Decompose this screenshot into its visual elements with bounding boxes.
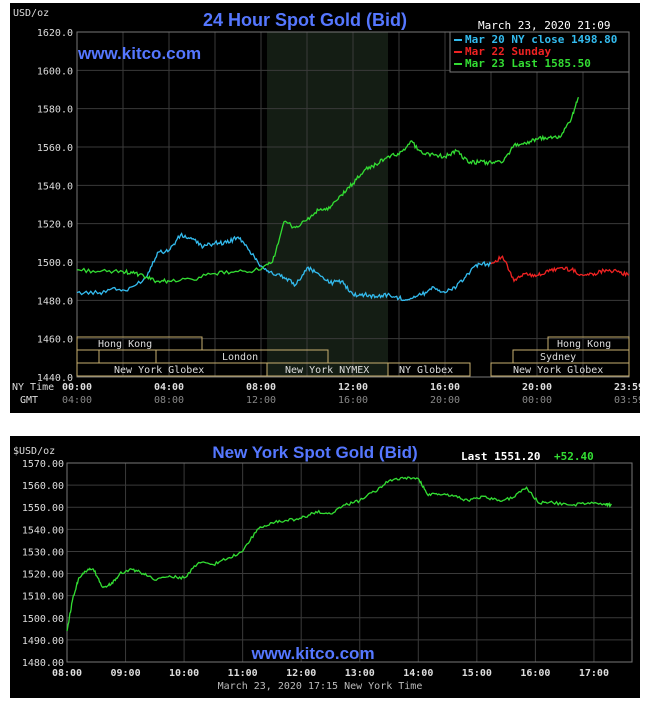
watermark: www.kitco.com [250, 644, 374, 663]
y-tick-label: 1550.00 [22, 503, 64, 514]
y-tick-label: 1440.0 [37, 373, 73, 384]
y-tick-label: 1620.0 [37, 28, 73, 39]
session-label-london: London [222, 352, 258, 363]
x-tick-label-gmt: 04:00 [62, 395, 92, 406]
x-tick-label: 11:00 [228, 668, 258, 679]
x-tick-label-ny: 16:00 [430, 382, 460, 393]
y-tick-label: 1540.0 [37, 181, 73, 192]
session-ny-globex-2-box [387, 362, 471, 377]
x-tick-label-ny: 08:00 [246, 382, 276, 393]
date-label: March 23, 2020 21:09 [478, 19, 610, 32]
y-tick-label: 1480.00 [22, 658, 64, 669]
y-tick-label: 1600.0 [37, 66, 73, 77]
legend-box [449, 31, 630, 73]
x-tick-label: 09:00 [110, 668, 140, 679]
y-tick-label: 1520.0 [37, 220, 73, 231]
legend-entry-0: Mar 20 NY close 1498.80 [465, 33, 617, 46]
chart-ny-svg: 1570.00 1560.00 1550.00 1540.00 1530.00 1520.… [13, 443, 633, 692]
y-tick-label: 1480.0 [37, 296, 73, 307]
x-tick-label-gmt: 20:00 [430, 395, 460, 406]
footer-label: March 23, 2020 17:15 New York Time [218, 681, 423, 692]
session-label-ny-globex: New York Globex [114, 365, 204, 376]
session-shading [267, 32, 388, 377]
chart-ny-gold: 1570.00 1560.00 1550.00 1540.00 1530.00 1520.… [10, 436, 640, 698]
y-tick-label: 1560.0 [37, 143, 73, 154]
y-tick-label: 1510.00 [22, 592, 64, 603]
series-line [490, 254, 630, 283]
x-axis-ticks: 00:00 04:00 08:00 12:00 16:00 20:00 23:59 04:00… [62, 382, 640, 406]
y-tick-label: 1490.00 [22, 636, 64, 647]
y-axis-ticks: 1570.00 1560.00 1550.00 1540.00 1530.00 1520.… [22, 459, 64, 669]
series-line [76, 96, 580, 285]
y-tick-label: 1560.00 [22, 481, 64, 492]
session-label-ny-globex-3: New York Globex [513, 365, 603, 376]
x-tick-label: 16:00 [520, 668, 550, 679]
x-tick-label: 17:00 [579, 668, 609, 679]
y-tick-label: 1460.0 [37, 335, 73, 346]
gmt-label: GMT [20, 395, 38, 406]
y-tick-label: 1530.00 [22, 547, 64, 558]
x-tick-label-gmt: 16:00 [338, 395, 368, 406]
series-lines [76, 96, 630, 302]
x-tick-label-gmt: 08:00 [154, 395, 184, 406]
y-tick-label: 1500.00 [22, 614, 64, 625]
x-tick-label-ny: 12:00 [338, 382, 368, 393]
series-line [76, 232, 492, 302]
x-tick-label-ny: 20:00 [522, 382, 552, 393]
legend: Mar 20 NY close 1498.80 Mar 22 Sunday Ma… [449, 31, 630, 73]
y-tick-label: 1500.0 [37, 258, 73, 269]
chart-24hour-svg: Hong Kong London New York Globex New Yor… [12, 8, 640, 406]
grid [77, 31, 629, 378]
ny-time-label: NY Time [12, 382, 54, 393]
x-tick-label: 15:00 [462, 668, 492, 679]
x-tick-label: 08:00 [52, 668, 82, 679]
unit-label: USD/oz [13, 8, 49, 19]
x-tick-label-gmt: 03:59 [614, 395, 640, 406]
x-tick-label: 14:00 [403, 668, 433, 679]
y-tick-label: 1520.00 [22, 570, 64, 581]
session-label-sydney: Sydney [540, 352, 576, 363]
session-ny-globex-3-box [490, 362, 630, 377]
x-axis-ticks: 08:00 09:00 10:00 11:00 12:00 13:00 14:00 15:00… [52, 668, 609, 679]
x-tick-label: 12:00 [286, 668, 316, 679]
x-tick-label: 10:00 [169, 668, 199, 679]
x-tick-label-ny: 23:59 [614, 382, 640, 393]
session-label-hong-kong: Hong Kong [98, 339, 152, 350]
session-label-ny-globex-2: NY Globex [399, 365, 453, 376]
series-line [66, 476, 612, 632]
chart-title: New York Spot Gold (Bid) [212, 443, 417, 462]
series-lines [66, 476, 612, 632]
last-label: Last 1551.20 [461, 450, 540, 463]
session-asia-box [76, 349, 100, 364]
session-label-ny-nymex: New York NYMEX [285, 365, 369, 376]
watermark: www.kitco.com [77, 44, 201, 63]
x-tick-label-ny: 00:00 [62, 382, 92, 393]
change-label: +52.40 [554, 450, 594, 463]
session-bars [76, 336, 630, 377]
x-tick-label-gmt: 00:00 [522, 395, 552, 406]
legend-entry-2: Mar 23 Last 1585.50 [465, 57, 591, 70]
unit-label: $USD/oz [13, 446, 55, 457]
y-tick-label: 1580.0 [37, 105, 73, 116]
x-tick-label-gmt: 12:00 [246, 395, 276, 406]
plot-frame [76, 31, 630, 378]
grid [66, 462, 632, 663]
legend-entry-1: Mar 22 Sunday [465, 45, 551, 58]
plot-frame [66, 462, 633, 663]
y-tick-label: 1570.00 [22, 459, 64, 470]
chart-24hour-gold: Hong Kong London New York Globex New Yor… [10, 3, 640, 413]
session-label-hong-kong-2: Hong Kong [557, 339, 611, 350]
x-tick-label: 13:00 [345, 668, 375, 679]
chart-title: 24 Hour Spot Gold (Bid) [203, 10, 407, 30]
y-tick-label: 1540.00 [22, 525, 64, 536]
y-axis-ticks: 1620.0 1600.0 1580.0 1560.0 1540.0 1520.0 1500… [37, 28, 73, 384]
session-hong-kong-box [76, 336, 203, 351]
x-tick-label-ny: 04:00 [154, 382, 184, 393]
